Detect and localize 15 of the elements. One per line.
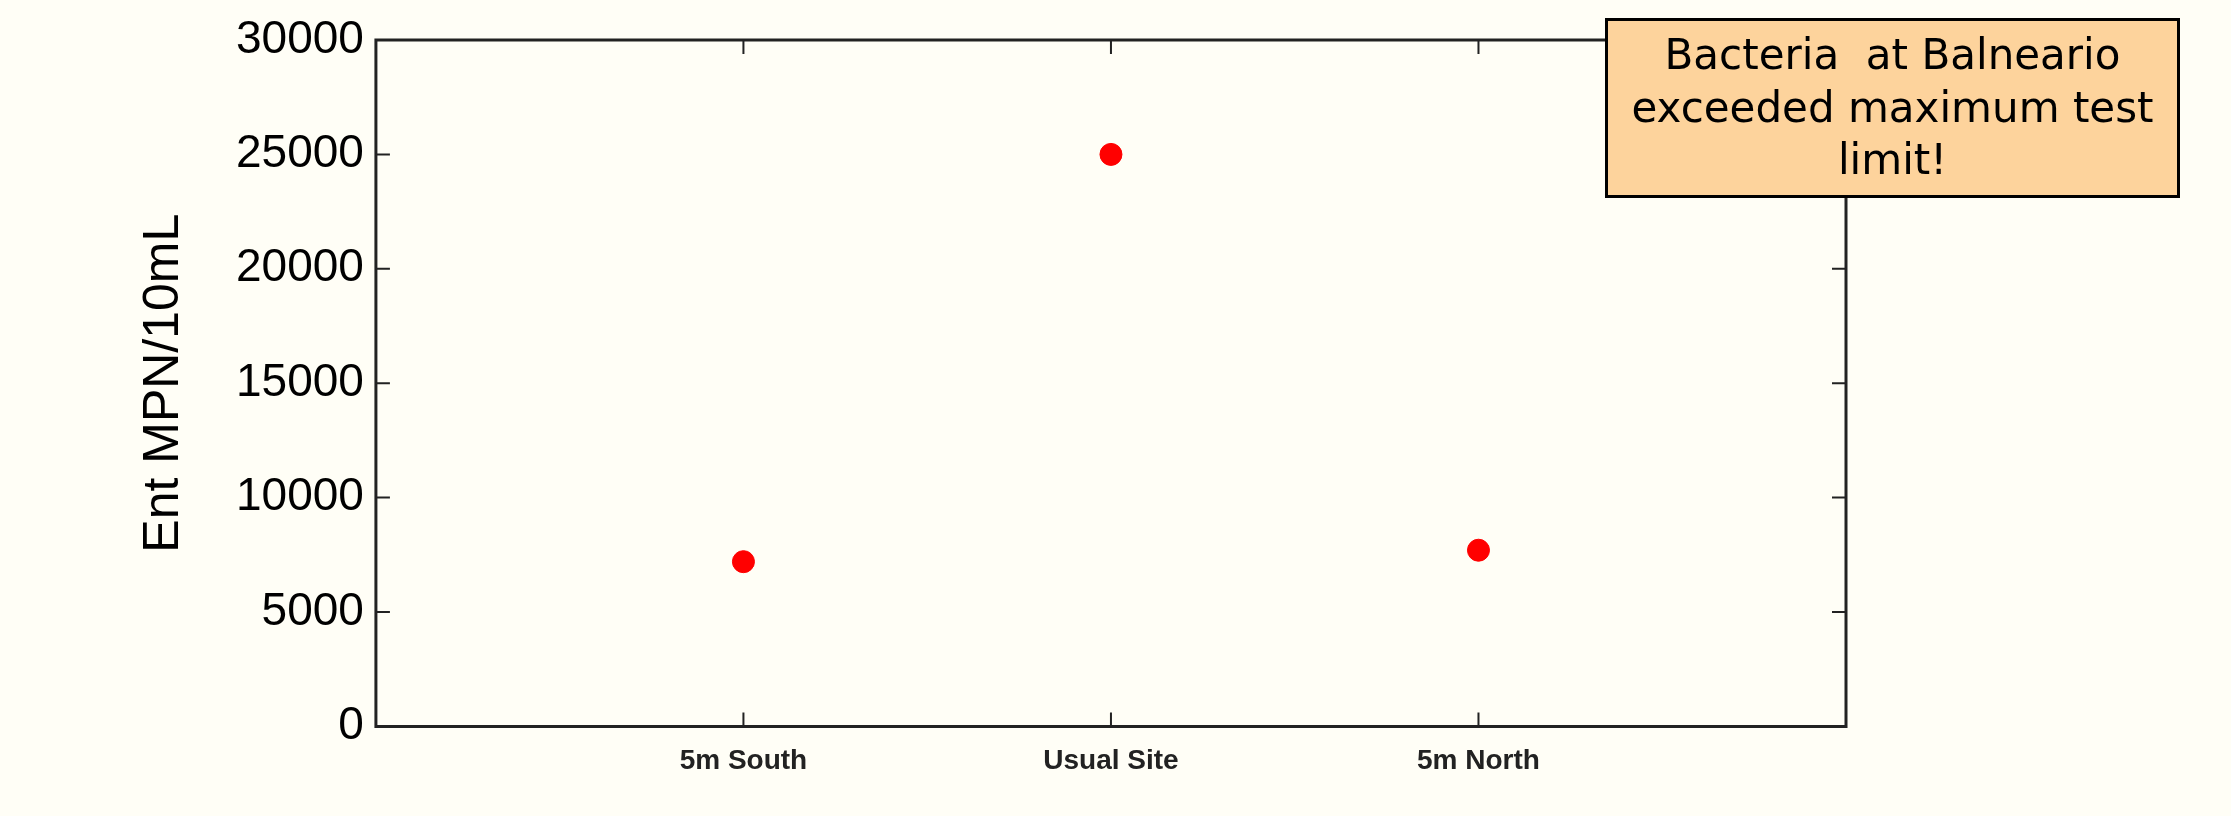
annotation: Bacteria at Balneario exceeded maximum test limit! (1605, 18, 2180, 198)
x-tick-label: 5m North (1417, 743, 1540, 775)
x-tick-label: 5m South (679, 743, 808, 775)
x-tick-label: Usual Site (1043, 743, 1179, 775)
point (731, 550, 755, 574)
y-tick-label: 15000 (235, 353, 364, 406)
point (1099, 142, 1123, 166)
point (1466, 538, 1490, 562)
y-tick-label: 0 (338, 697, 364, 750)
y-tick-label: 5000 (261, 582, 364, 635)
y-tick-label: 30000 (235, 10, 364, 63)
y-tick-label: 20000 (235, 239, 364, 292)
y-tick-label: 10000 (235, 468, 364, 521)
y-axis-title: Ent MPN/10mL (132, 213, 189, 553)
y-tick-label: 25000 (235, 125, 364, 178)
